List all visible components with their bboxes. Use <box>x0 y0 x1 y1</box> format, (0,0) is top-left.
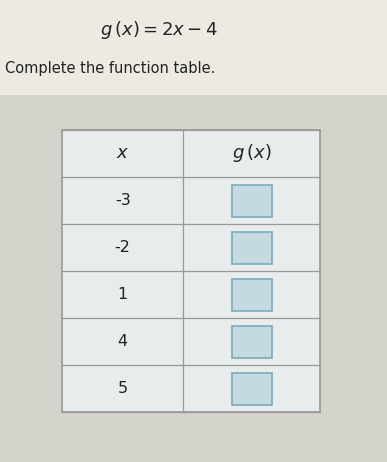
Bar <box>62 130 320 412</box>
Bar <box>232 372 272 405</box>
Text: -3: -3 <box>115 193 130 208</box>
Bar <box>232 231 272 263</box>
Text: Complete the function table.: Complete the function table. <box>5 61 216 75</box>
Text: 5: 5 <box>118 381 128 396</box>
Bar <box>232 279 272 310</box>
Bar <box>232 184 272 217</box>
Bar <box>0 0 387 110</box>
Bar <box>0 95 387 462</box>
Text: $g\,(x)=2x-4$: $g\,(x)=2x-4$ <box>100 19 218 41</box>
Bar <box>232 326 272 358</box>
Text: 1: 1 <box>118 287 128 302</box>
Text: 4: 4 <box>118 334 128 349</box>
Text: $g\,(x)$: $g\,(x)$ <box>232 142 271 164</box>
Text: $x$: $x$ <box>116 145 129 163</box>
Text: -2: -2 <box>115 240 130 255</box>
